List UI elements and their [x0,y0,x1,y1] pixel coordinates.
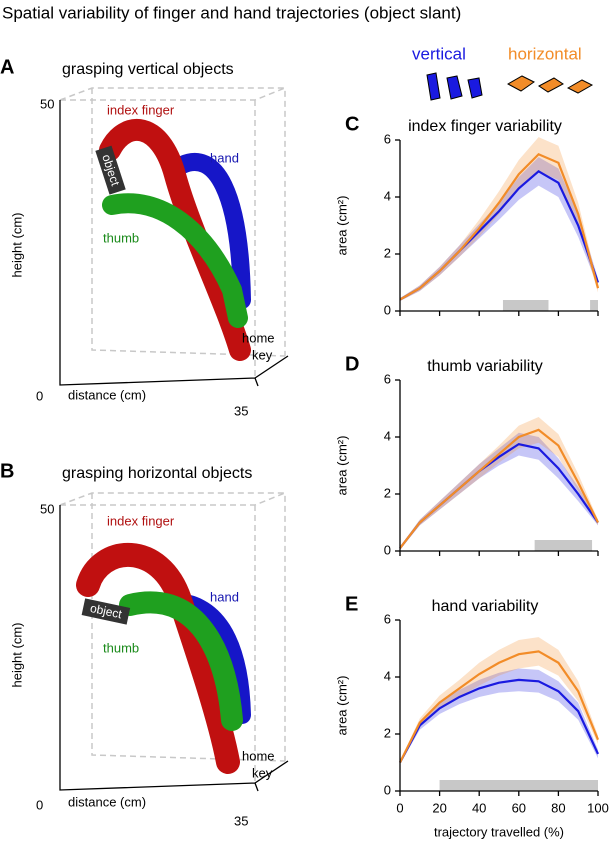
chart-title: hand variability [432,598,539,615]
legend-icons [426,72,594,101]
panel-a: A grasping vertical objects 50 0 35 heig… [0,56,289,418]
y-tick-label: 0 [384,302,391,317]
y-tick-label: 2 [384,725,391,740]
key-label: key [252,347,273,362]
y-tick-label: 0 [384,782,391,797]
chart-title: thumb variability [427,358,543,375]
x-tick-label: 60 [512,800,526,815]
object-box [95,145,126,195]
axis-label: 50 [40,96,54,111]
axes [59,505,289,792]
index-tube [76,542,240,774]
y-axis-title: area (cm²) [334,676,349,736]
x-tick-label: 40 [472,800,486,815]
y-tick-label: 6 [384,371,391,386]
axis-label: 0 [36,388,43,403]
x-tick-label: 100 [587,800,609,815]
thumb-tube [102,193,248,328]
significance-bar [534,540,593,551]
axis-title: distance (cm) [68,387,146,402]
object-box [81,598,131,625]
y-tick-label: 2 [384,245,391,260]
y-axis-title: area (cm²) [334,196,349,256]
y-tick-label: 4 [384,668,391,683]
series-line [399,678,599,764]
significance-bar [502,300,549,311]
x-tick-label: 0 [396,800,403,815]
axis-label: 35 [234,813,248,828]
axis-title: distance (cm) [68,794,146,809]
y-tick-label: 6 [384,131,391,146]
y-tick-label: 4 [384,188,391,203]
panel-letter: E [345,593,358,615]
x-tick-label: 80 [551,800,565,815]
x-tick-label: 20 [432,800,446,815]
panel-letter: A [0,56,14,78]
axes [59,100,289,387]
axis-label: 0 [36,797,43,812]
series-line [399,428,599,549]
legend-label: horizontal [508,44,582,63]
series-line [399,650,600,763]
chart-title: index finger variability [408,118,562,135]
panel-letter: B [0,460,14,482]
significance-bar [590,300,598,311]
axis-label: 35 [234,403,248,418]
index-label: index finger [107,102,175,117]
significance-bar [439,780,598,791]
thumb-label: thumb [103,640,139,655]
panel-b: B grasping horizontal objects 50 0 35 he… [0,460,289,828]
panel-title: grasping vertical objects [62,61,234,78]
y-axis-title: area (cm²) [334,436,349,496]
error-band [400,668,598,764]
hand-tube [173,153,251,309]
axis-title: height (cm) [9,622,24,687]
thumb-label: thumb [103,230,139,245]
home-label: home [242,330,275,345]
key-label: key [252,765,273,780]
index-tube [99,119,251,361]
index-label: index finger [107,513,175,528]
box [59,87,286,378]
y-tick-label: 4 [384,428,391,443]
legend-label: vertical [412,44,466,63]
hand-label: hand [210,150,239,165]
axis-title: height (cm) [9,212,24,277]
panel-letter: C [345,113,359,135]
object-label: object [89,601,124,621]
box [59,492,286,783]
error-band [400,157,598,302]
y-tick-label: 2 [384,485,391,500]
error-band [400,432,598,550]
home-label: home [242,748,275,763]
axis-label: 50 [40,501,54,516]
axes [399,140,598,312]
error-band [400,637,598,764]
thumb-tube [119,591,243,731]
panel-title: grasping horizontal objects [62,465,252,482]
figure-title: Spatial variability of finger and hand t… [2,3,461,22]
hand-label: hand [210,589,239,604]
panel-letter: D [345,353,359,375]
y-tick-label: 6 [384,611,391,626]
y-tick-label: 0 [384,542,391,557]
x-axis-title: trajectory travelled (%) [434,824,564,839]
series-line [399,152,600,301]
